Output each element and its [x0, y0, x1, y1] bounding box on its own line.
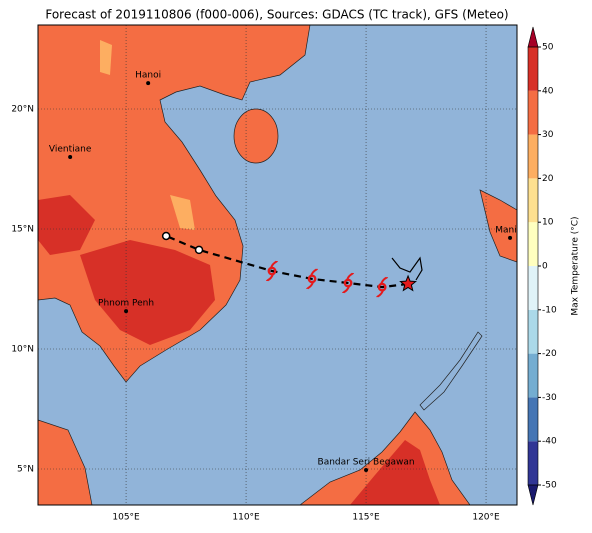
- colorbar-band: [528, 309, 538, 354]
- colorbar-tick-label: -50: [542, 481, 557, 491]
- cities: Hanoi Vientiane Phnom Penh Manila Bandar Ser…: [49, 71, 525, 472]
- colorbar-under: [527, 484, 539, 506]
- track-point: [161, 231, 171, 241]
- city-marker: [508, 235, 513, 240]
- chart-title: Forecast of 2019110806 (f000-006), Sourc…: [45, 8, 508, 22]
- colorbar-over: [527, 26, 539, 48]
- track-point: [376, 276, 389, 298]
- warm-area: [350, 440, 440, 505]
- track-point: [342, 272, 355, 294]
- x-tick-label: 110°E: [232, 513, 260, 523]
- city-marker: [146, 81, 151, 86]
- colorbar-tick-label: 50: [542, 43, 554, 53]
- storm-arm: [376, 276, 389, 298]
- colorbar-band: [528, 90, 538, 135]
- city-label: Phnom Penh: [98, 299, 154, 309]
- luzon: [479, 189, 517, 263]
- colorbar-tick-label: 30: [542, 130, 554, 140]
- colorbar-band: [528, 441, 538, 485]
- map-frame: [37, 24, 518, 506]
- colorbar-tick-label: 20: [542, 174, 554, 184]
- colorbar-label: Max Temperature (°C): [571, 216, 581, 315]
- y-tick-label: 5°N: [17, 465, 34, 475]
- city-label: Vientiane: [49, 145, 92, 155]
- track-point: [265, 260, 278, 282]
- colorbar-band: [528, 47, 538, 91]
- y-tick-label: 20°N: [11, 105, 34, 115]
- colorbar-band: [528, 353, 538, 398]
- track-line: [165, 234, 409, 289]
- colorbar-tick-label: 10: [542, 218, 554, 228]
- track-point: [399, 274, 417, 292]
- city-marker: [68, 155, 73, 159]
- storm-arm: [306, 268, 319, 290]
- colorbar-tick-label: 0: [542, 262, 548, 272]
- x-tick-label: 120°E: [472, 513, 500, 523]
- circle-shape: [161, 231, 171, 241]
- palawan: [419, 331, 483, 411]
- storm-arm: [342, 272, 355, 294]
- track-point: [194, 245, 204, 255]
- observed-track: [391, 256, 423, 281]
- colorbar-tick-label: -30: [542, 393, 557, 403]
- ticks: 105°E 110°E 115°E 120°E 5°N 10°N 15°N 20°N: [11, 105, 500, 523]
- colorbar-band: [528, 134, 538, 179]
- colorbar-band: [528, 266, 538, 310]
- cool-area: [170, 195, 195, 230]
- colorbar-band: [528, 397, 538, 442]
- city-label: Manila: [495, 225, 525, 235]
- city-label: Hanoi: [135, 71, 161, 81]
- hainan: [233, 108, 279, 164]
- colorbar-tick-label: 40: [542, 86, 554, 96]
- city-marker: [124, 309, 129, 314]
- circle-shape: [194, 245, 204, 255]
- y-tick-label: 10°N: [11, 345, 34, 355]
- track-point: [306, 268, 319, 290]
- colorbar-tick-label: -40: [542, 437, 557, 447]
- colorbar-band: [528, 222, 538, 266]
- malay-peninsula: [38, 419, 93, 505]
- colorbar: -50 -40 -30 -20 -10 0 10 20 30 40 50: [527, 26, 557, 506]
- star-shape: [399, 274, 417, 292]
- colorbar-band: [528, 178, 538, 223]
- city-label: Bandar Seri Begawan: [318, 457, 415, 467]
- storm-arm: [265, 260, 278, 282]
- map: Hanoi Vientiane Phnom Penh Manila Bandar Ser…: [38, 25, 525, 505]
- colorbar-tick-label: -10: [542, 305, 557, 315]
- cool-area: [100, 40, 112, 75]
- y-tick-label: 15°N: [11, 225, 34, 235]
- warm-area: [80, 240, 215, 345]
- warm-area: [38, 195, 95, 255]
- track: [161, 231, 417, 298]
- x-tick-label: 105°E: [112, 513, 140, 523]
- grid: [38, 25, 517, 505]
- colorbar-tick-label: -20: [542, 349, 557, 359]
- city-marker: [364, 467, 369, 472]
- x-tick-label: 115°E: [352, 513, 380, 523]
